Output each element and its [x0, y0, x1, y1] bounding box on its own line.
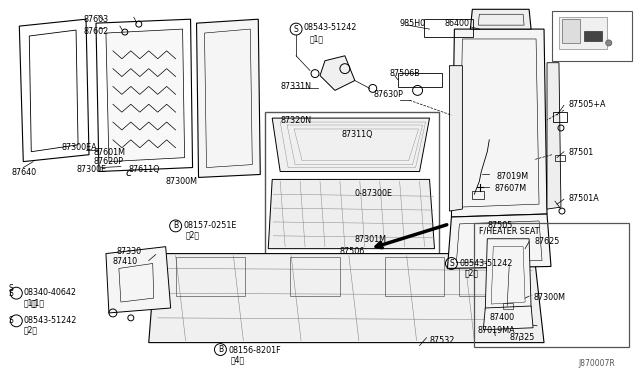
Text: 87330: 87330: [117, 247, 142, 256]
Polygon shape: [106, 29, 184, 161]
Text: 08340-40642: 08340-40642: [23, 288, 76, 297]
Polygon shape: [148, 254, 544, 343]
Text: 87019MA: 87019MA: [477, 326, 515, 335]
Text: 87301M: 87301M: [355, 235, 387, 244]
Text: S: S: [9, 284, 13, 293]
Polygon shape: [106, 247, 171, 313]
Bar: [474, 223, 628, 347]
Text: 〈1〉: 〈1〉: [23, 298, 37, 307]
Bar: [562, 19, 580, 43]
Text: 87505: 87505: [487, 221, 513, 230]
Text: 87506: 87506: [340, 247, 365, 256]
Text: 08543-51242: 08543-51242: [23, 316, 77, 325]
Text: S: S: [294, 25, 298, 33]
Text: F/HEATER SEAT: F/HEATER SEAT: [479, 227, 540, 236]
Text: S: S: [9, 289, 13, 298]
Polygon shape: [268, 179, 435, 248]
Text: 、1。: 、1。: [30, 298, 44, 307]
Text: 87331N: 87331N: [280, 83, 311, 92]
Bar: [555, 155, 565, 161]
Polygon shape: [547, 63, 561, 209]
Text: 87611Q: 87611Q: [129, 164, 161, 174]
Text: B: B: [218, 345, 223, 354]
Text: 87400: 87400: [489, 313, 515, 322]
Bar: [424, 19, 474, 37]
Text: 87505+A: 87505+A: [569, 100, 607, 109]
Text: c: c: [126, 167, 132, 177]
Text: 87300E: 87300E: [76, 164, 106, 174]
Bar: [265, 112, 440, 259]
Polygon shape: [447, 214, 551, 269]
Text: 87602: 87602: [83, 27, 108, 36]
Text: 87325: 87325: [509, 333, 534, 342]
Bar: [460, 257, 514, 296]
Polygon shape: [196, 19, 260, 177]
Text: 87625: 87625: [534, 237, 559, 246]
Text: 08543-51242: 08543-51242: [460, 259, 513, 267]
Bar: [503, 303, 513, 309]
Text: 08156-8201F: 08156-8201F: [228, 346, 281, 355]
Text: 87620P: 87620P: [94, 157, 124, 166]
Text: S: S: [9, 316, 13, 326]
Polygon shape: [451, 29, 547, 217]
Text: 〈2〉: 〈2〉: [465, 269, 478, 278]
Bar: [553, 112, 567, 122]
Text: S: S: [449, 259, 454, 268]
Text: 08157-0251E: 08157-0251E: [184, 221, 237, 230]
Bar: [559, 17, 607, 49]
Text: 0-87300E: 0-87300E: [355, 189, 393, 198]
Text: 〈1〉: 〈1〉: [310, 34, 324, 43]
Text: 86400: 86400: [444, 19, 470, 28]
Text: 87501: 87501: [569, 148, 594, 157]
Bar: [175, 257, 245, 296]
Text: 08543-51242: 08543-51242: [303, 23, 356, 32]
Text: 87320N: 87320N: [280, 116, 311, 125]
Text: 87603: 87603: [83, 15, 108, 24]
Text: B: B: [173, 221, 178, 230]
Text: 87501A: 87501A: [569, 194, 600, 203]
Bar: [584, 31, 602, 41]
Text: 87506B: 87506B: [390, 69, 420, 78]
Text: 〈2〉: 〈2〉: [186, 231, 200, 240]
Bar: [290, 257, 340, 296]
Text: 87410: 87410: [113, 257, 138, 266]
Text: 〈4〉: 〈4〉: [230, 356, 244, 365]
Polygon shape: [483, 306, 533, 330]
Text: 87019M: 87019M: [496, 171, 529, 180]
Text: 985H0: 985H0: [399, 19, 426, 28]
Bar: [397, 73, 442, 87]
Polygon shape: [449, 66, 462, 211]
Text: 87630P: 87630P: [374, 90, 404, 99]
Polygon shape: [470, 9, 531, 29]
Text: 87607M: 87607M: [494, 185, 526, 193]
Circle shape: [605, 40, 612, 46]
Bar: [552, 11, 632, 61]
Text: 87300M: 87300M: [166, 177, 198, 186]
Text: 87300EA: 87300EA: [61, 143, 97, 152]
Text: J870007R: J870007R: [579, 359, 616, 368]
Text: 87640: 87640: [12, 167, 36, 177]
Bar: [385, 257, 444, 296]
Text: 〈2〉: 〈2〉: [23, 326, 37, 335]
Polygon shape: [485, 239, 531, 310]
Bar: [472, 191, 484, 199]
Polygon shape: [272, 118, 429, 171]
Text: 87601M: 87601M: [94, 148, 126, 157]
Text: 87532: 87532: [429, 336, 455, 345]
Text: 87300M: 87300M: [533, 293, 565, 302]
Polygon shape: [320, 56, 355, 90]
Text: 87311Q: 87311Q: [342, 130, 373, 139]
